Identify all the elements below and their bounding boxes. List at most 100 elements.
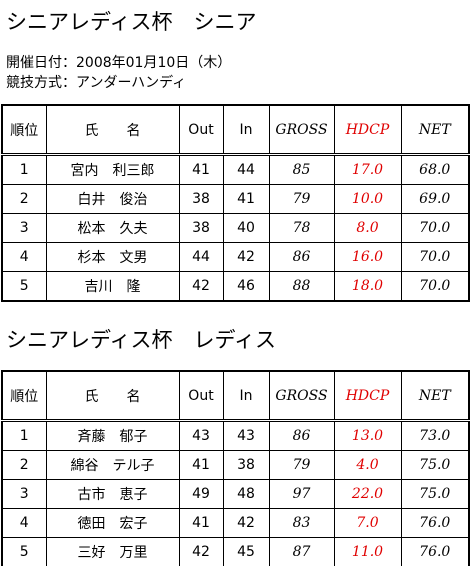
info-line: 競技方式：アンダーハンディ	[6, 75, 187, 91]
cell: 38	[178, 213, 224, 243]
cell: 76.0	[400, 508, 470, 538]
cell: 綿谷 テル子	[45, 450, 180, 480]
data-row: 1 宮内 利三郎 41 44 85 17.0 68.0	[1, 154, 470, 185]
cell: 三好 万里	[45, 537, 180, 566]
cell: 46	[222, 271, 270, 302]
cell: 41	[178, 450, 224, 480]
cell: 70.0	[400, 271, 470, 302]
cell: 42	[222, 508, 270, 538]
info-line: 開催日付：2008年01月10日（木）	[6, 55, 232, 71]
cell: 38	[178, 184, 224, 214]
header-cell: NET	[400, 370, 470, 422]
cell: 松本 久夫	[45, 213, 180, 243]
cell: 11.0	[333, 537, 402, 566]
header-cell: Out	[178, 370, 224, 422]
cell: 44	[222, 154, 270, 185]
cell: 42	[178, 271, 224, 302]
cell: 41	[222, 184, 270, 214]
cell: 79	[268, 184, 335, 214]
cell: 88	[268, 271, 335, 302]
cell: 73.0	[400, 420, 470, 451]
header-cell: GROSS	[268, 104, 335, 156]
header-cell: 氏 名	[45, 370, 180, 422]
header-cell: In	[222, 104, 270, 156]
cell: 白井 俊治	[45, 184, 180, 214]
data-row: 5 吉川 隆 42 46 88 18.0 70.0	[1, 271, 470, 302]
cell: 87	[268, 537, 335, 566]
cell: 4	[1, 508, 47, 538]
cell: 76.0	[400, 537, 470, 566]
cell: 78	[268, 213, 335, 243]
data-row: 4 徳田 宏子 41 42 83 7.0 76.0	[1, 508, 470, 538]
cell: 5	[1, 537, 47, 566]
header-cell: 順位	[1, 104, 47, 156]
cell: 17.0	[333, 154, 402, 185]
cell: 68.0	[400, 154, 470, 185]
cell: 22.0	[333, 479, 402, 509]
cell: 宮内 利三郎	[45, 154, 180, 185]
cell: 85	[268, 154, 335, 185]
section-title: シニアレディス杯 シニア	[6, 10, 257, 34]
cell: 70.0	[400, 213, 470, 243]
data-row: 2 白井 俊治 38 41 79 10.0 69.0	[1, 184, 470, 214]
cell: 2	[1, 184, 47, 214]
cell: 吉川 隆	[45, 271, 180, 302]
cell: 斉藤 郁子	[45, 420, 180, 451]
cell: 3	[1, 479, 47, 509]
cell: 83	[268, 508, 335, 538]
cell: 3	[1, 213, 47, 243]
header-row: 順位氏 名 Out In GROSS HDCP NET	[1, 370, 470, 422]
cell: 40	[222, 213, 270, 243]
data-row: 4 杉本 文男 44 42 86 16.0 70.0	[1, 242, 470, 272]
data-row: 2 綿谷 テル子 41 38 79 4.0 75.0	[1, 450, 470, 480]
cell: 42	[222, 242, 270, 272]
cell: 徳田 宏子	[45, 508, 180, 538]
cell: 古市 恵子	[45, 479, 180, 509]
cell: 18.0	[333, 271, 402, 302]
section-title: シニアレディス杯 レディス	[6, 328, 277, 352]
cell: 13.0	[333, 420, 402, 451]
cell: 69.0	[400, 184, 470, 214]
header-cell: Out	[178, 104, 224, 156]
cell: 48	[222, 479, 270, 509]
data-row: 1 斉藤 郁子 43 43 86 13.0 73.0	[1, 420, 470, 451]
results-table: 順位氏 名 Out In GROSS HDCP NET 1 斉藤 郁子 43 43 86 13.0 73…	[1, 370, 470, 566]
cell: 43	[222, 420, 270, 451]
header-cell: In	[222, 370, 270, 422]
cell: 杉本 文男	[45, 242, 180, 272]
cell: 97	[268, 479, 335, 509]
results-table: 順位氏 名 Out In GROSS HDCP NET 1 宮内 利三郎 41 44 85 17.0 6…	[1, 104, 470, 302]
header-cell: GROSS	[268, 370, 335, 422]
cell: 2	[1, 450, 47, 480]
cell: 7.0	[333, 508, 402, 538]
cell: 1	[1, 420, 47, 451]
cell: 8.0	[333, 213, 402, 243]
cell: 4	[1, 242, 47, 272]
cell: 75.0	[400, 450, 470, 480]
data-row: 3 松本 久夫 38 40 78 8.0 70.0	[1, 213, 470, 243]
header-cell: NET	[400, 104, 470, 156]
cell: 10.0	[333, 184, 402, 214]
cell: 41	[178, 154, 224, 185]
header-cell: 氏 名	[45, 104, 180, 156]
header-cell: 順位	[1, 370, 47, 422]
cell: 86	[268, 420, 335, 451]
header-row: 順位氏 名 Out In GROSS HDCP NET	[1, 104, 470, 156]
cell: 38	[222, 450, 270, 480]
cell: 1	[1, 154, 47, 185]
header-cell: HDCP	[333, 104, 402, 156]
cell: 75.0	[400, 479, 470, 509]
cell: 41	[178, 508, 224, 538]
cell: 79	[268, 450, 335, 480]
cell: 86	[268, 242, 335, 272]
cell: 49	[178, 479, 224, 509]
cell: 70.0	[400, 242, 470, 272]
cell: 16.0	[333, 242, 402, 272]
data-row: 5 三好 万里 42 45 87 11.0 76.0	[1, 537, 470, 566]
cell: 5	[1, 271, 47, 302]
cell: 42	[178, 537, 224, 566]
cell: 4.0	[333, 450, 402, 480]
cell: 44	[178, 242, 224, 272]
cell: 43	[178, 420, 224, 451]
data-row: 3 古市 恵子 49 48 97 22.0 75.0	[1, 479, 470, 509]
